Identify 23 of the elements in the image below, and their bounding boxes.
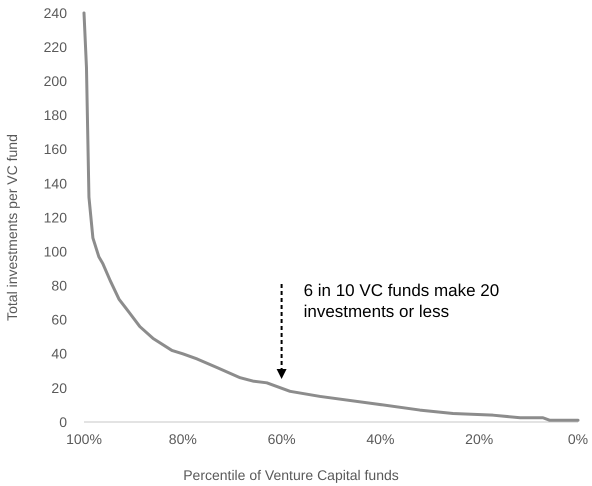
y-tick-label: 200 xyxy=(44,73,68,90)
y-tick-label: 180 xyxy=(44,107,68,124)
y-tick-label: 40 xyxy=(51,346,68,362)
y-axis-title: Total investments per VC fund xyxy=(4,134,20,321)
y-tick-label: 160 xyxy=(44,141,68,158)
x-tick-label: 40% xyxy=(366,431,394,447)
y-tick-label: 140 xyxy=(44,175,68,192)
y-tick-label: 220 xyxy=(44,38,68,55)
x-tick-label: 60% xyxy=(268,431,296,447)
x-tick-label: 100% xyxy=(66,431,102,447)
line-series xyxy=(82,12,580,422)
y-tick-label: 0 xyxy=(59,414,68,430)
x-axis-title: Percentile of Venture Capital funds xyxy=(183,467,399,483)
annotation: 6 in 10 VC funds make 20 investments or less xyxy=(304,281,500,321)
y-tick-label: 240 xyxy=(44,4,68,21)
x-tick-label: 80% xyxy=(168,431,197,447)
y-tick-label: 120 xyxy=(44,209,68,226)
y-tick-label: 100 xyxy=(44,243,68,260)
x-tick-label: 20% xyxy=(465,431,494,447)
y-tick-label: 80 xyxy=(51,278,68,294)
y-tick-label: 60 xyxy=(51,312,68,328)
y-tick-label: 20 xyxy=(51,380,68,396)
x-tick-label: 0% xyxy=(568,431,588,447)
